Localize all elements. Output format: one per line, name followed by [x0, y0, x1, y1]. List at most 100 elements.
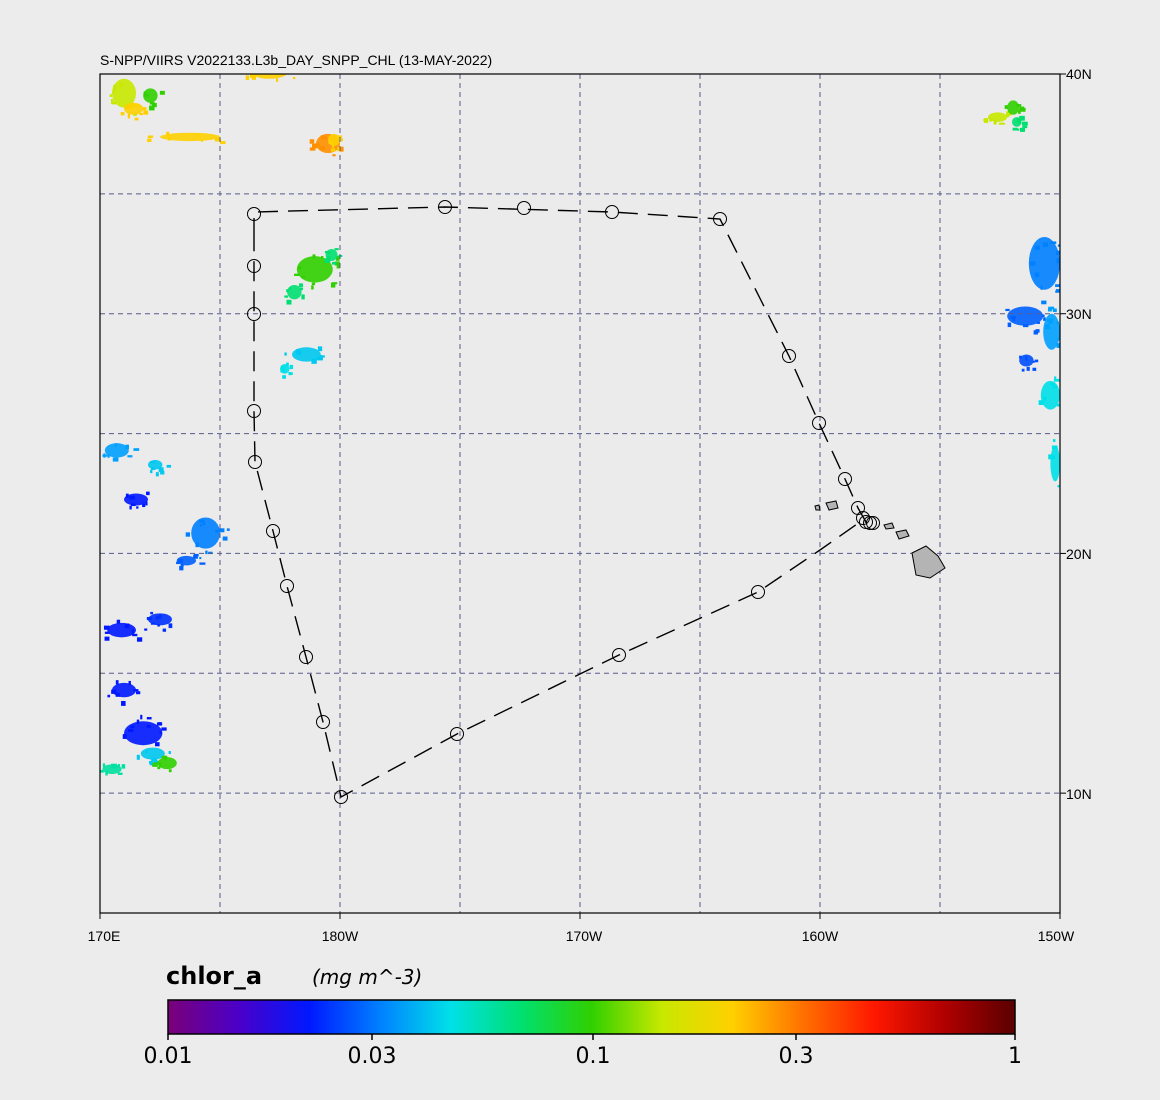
chl-pixel: [119, 82, 124, 86]
chl-pixel: [1006, 111, 1012, 116]
chl-patch: [104, 443, 129, 458]
chl-pixel: [1062, 406, 1065, 410]
chl-pixel: [124, 623, 130, 629]
lon-label-180w: 180W: [322, 928, 359, 944]
station-marker: [266, 524, 280, 538]
chl-pixel: [155, 472, 159, 477]
axis-ticks: [99, 73, 1066, 919]
chl-pixel: [107, 694, 111, 698]
chl-pixel: [311, 358, 317, 364]
chl-pixel: [1004, 105, 1008, 109]
chl-pixel: [147, 138, 152, 143]
chl-pixel: [199, 519, 205, 523]
chl-pixel: [145, 93, 149, 97]
chl-pixel: [199, 557, 202, 560]
chl-pixel: [160, 470, 165, 475]
chl-pixel: [284, 295, 289, 298]
chl-pixel: [152, 102, 157, 108]
chl-pixel: [176, 561, 180, 565]
chl-pixel: [159, 90, 165, 95]
chl-patch: [1050, 445, 1060, 482]
chl-pixel: [215, 529, 219, 533]
chl-pixel: [218, 528, 225, 533]
chl-pixel: [245, 75, 250, 81]
chl-pixel: [222, 536, 228, 541]
chl-pixel: [334, 261, 340, 266]
chl-pixel: [112, 457, 119, 462]
chl-pixel: [199, 562, 206, 565]
chl-pixel: [1016, 104, 1022, 107]
chl-pixel: [301, 294, 305, 300]
chl-pixel: [1042, 314, 1045, 317]
chl-pixel: [136, 637, 143, 642]
lat-label-20n: 20N: [1066, 546, 1092, 562]
chl-pixel: [133, 689, 139, 692]
chl-pixel: [1063, 243, 1065, 246]
chl-pixel: [339, 146, 344, 152]
chl-pixel: [152, 764, 158, 767]
chl-pixel: [103, 625, 110, 630]
chl-pixel: [146, 717, 152, 720]
chl-pixel: [259, 70, 263, 72]
colorbar-tick-0.03: 0.03: [348, 1044, 397, 1069]
chl-pixel: [136, 719, 140, 724]
chl-pixel: [1023, 324, 1029, 328]
station-marker: [438, 200, 452, 214]
chl-pixel: [1053, 378, 1060, 382]
chl-pixel: [104, 636, 110, 641]
station-marker: [450, 727, 464, 741]
chl-pixel: [113, 84, 117, 90]
hawaiian-islands: [814, 500, 946, 579]
chl-pixel: [168, 623, 173, 629]
chl-pixel: [331, 261, 337, 265]
chl-pixel: [158, 762, 162, 768]
chl-pixel: [146, 617, 152, 621]
chl-pixel: [129, 495, 135, 500]
chl-pixel: [219, 141, 226, 144]
cruise-track: [247, 200, 880, 804]
chl-pixel: [1051, 445, 1058, 450]
chl-pixel: [292, 76, 296, 80]
chl-pixel: [150, 469, 153, 474]
chl-pixel: [322, 136, 328, 140]
chl-patch: [143, 88, 158, 103]
chl-pixel: [158, 614, 162, 619]
chl-pixel: [157, 624, 160, 627]
chl-pixel: [1012, 127, 1018, 131]
chl-pixel: [134, 117, 139, 121]
chl-pixel: [149, 106, 152, 110]
station-marker: [751, 585, 765, 599]
chl-pixel: [167, 137, 171, 141]
chl-pixel: [156, 722, 163, 726]
chl-pixel: [314, 143, 321, 148]
chl-patch: [140, 747, 165, 760]
chl-pixel: [1032, 360, 1035, 363]
chl-pixel: [251, 75, 256, 80]
chl-pixel: [100, 770, 104, 773]
chl-pixel: [1054, 376, 1057, 381]
island-hawaii: [911, 545, 946, 579]
chl-pixel: [1057, 244, 1060, 247]
chl-pixel: [115, 692, 120, 697]
chl-pixel: [336, 265, 340, 269]
chl-pixel: [1055, 290, 1058, 293]
colorbar-units: (mg m^-3): [312, 965, 422, 989]
chl-pixel: [339, 135, 343, 138]
chl-pixel: [116, 619, 121, 624]
colorbar-tick-0.01: 0.01: [144, 1044, 193, 1069]
chl-pixel: [285, 362, 289, 367]
chl-pixel: [1034, 359, 1039, 363]
chl-pixel: [150, 611, 154, 615]
station-marker: [247, 307, 261, 321]
station-marker: [866, 516, 880, 530]
chl-pixel: [983, 118, 988, 122]
chl-pixel: [143, 91, 146, 97]
chl-pixel: [114, 443, 118, 447]
chl-pixel: [298, 283, 304, 287]
chl-pixel: [199, 523, 202, 527]
chl-pixel: [111, 101, 117, 105]
chl-pixel: [1055, 289, 1060, 293]
chl-pixel: [1048, 320, 1053, 324]
plot-area: [100, 70, 1065, 913]
